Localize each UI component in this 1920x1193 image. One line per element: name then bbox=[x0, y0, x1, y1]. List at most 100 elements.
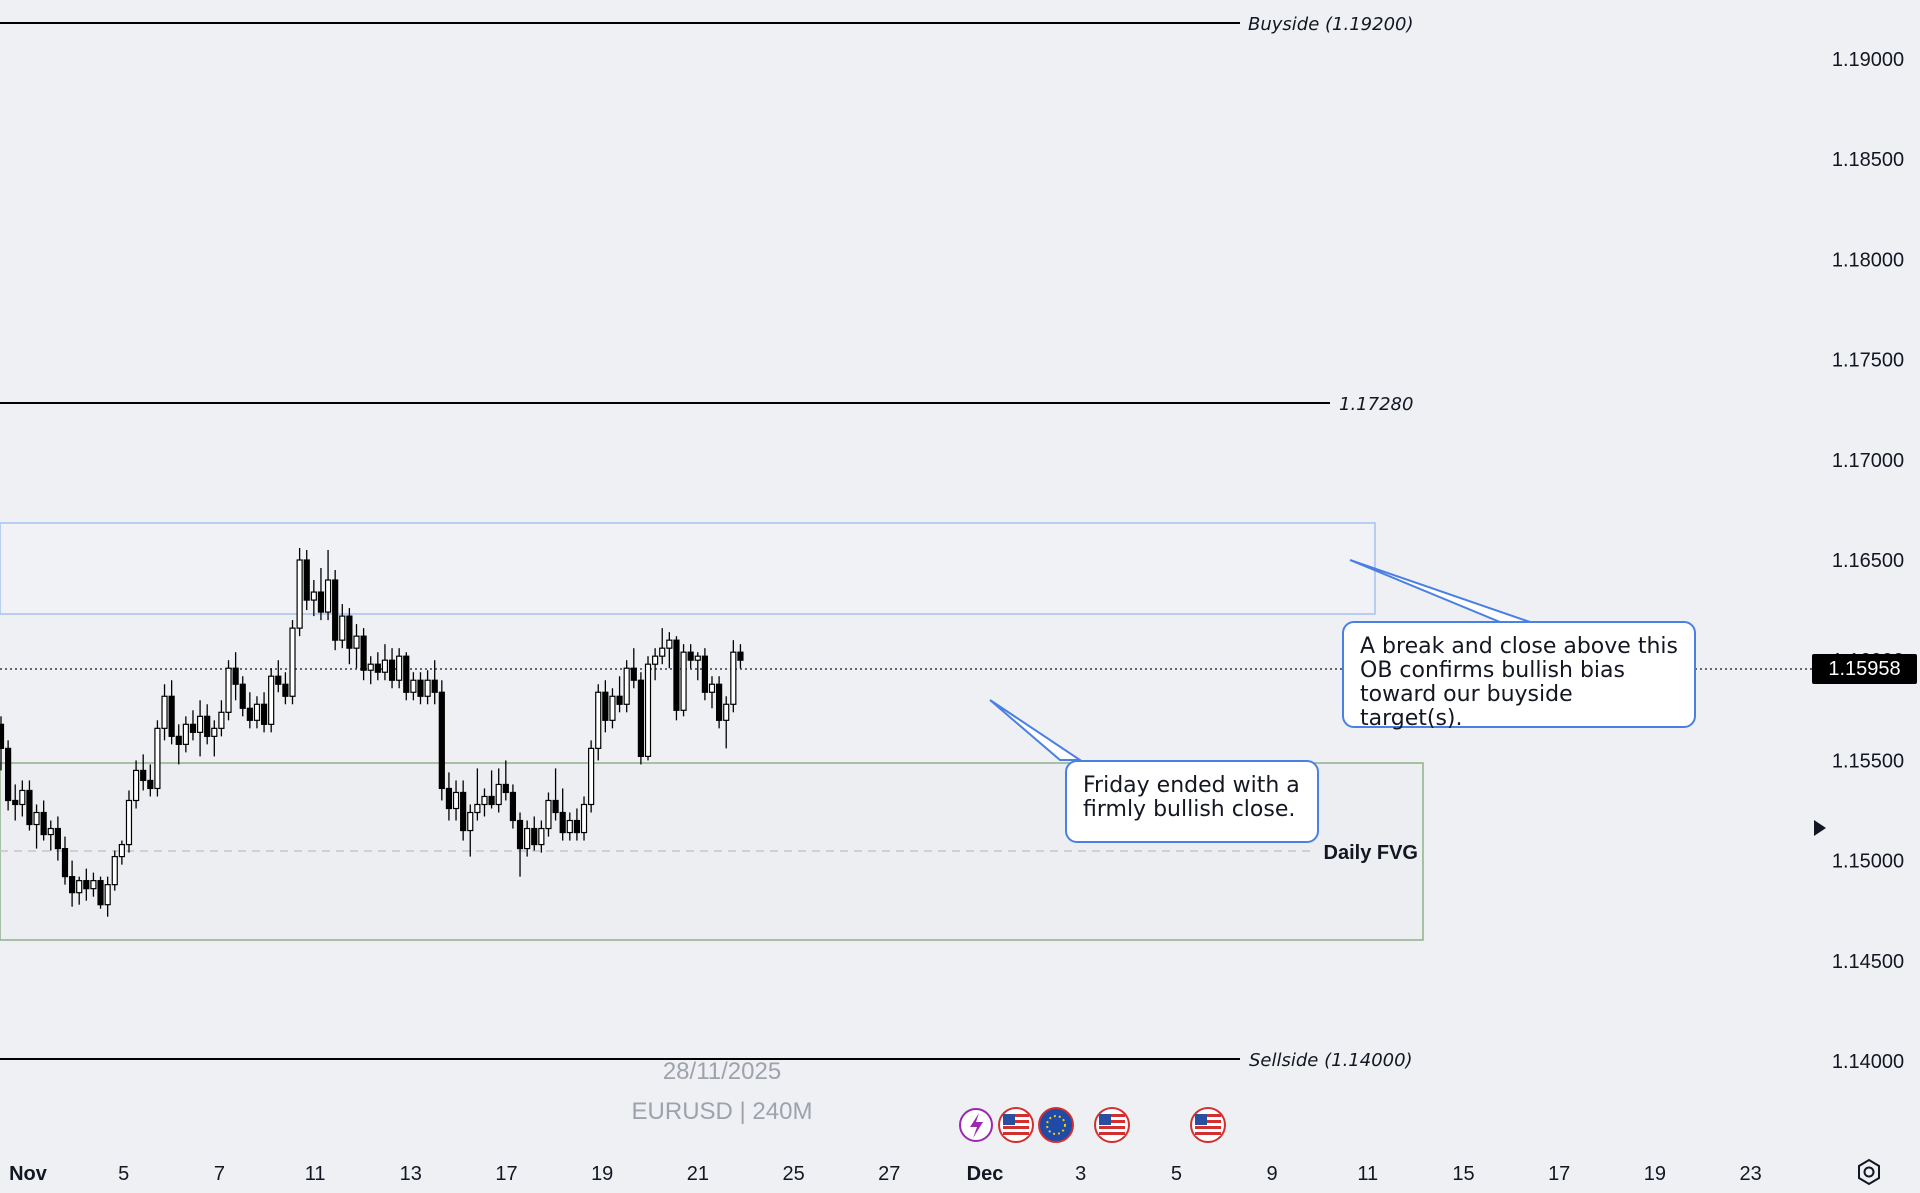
candle bbox=[90, 872, 97, 897]
candle bbox=[125, 790, 133, 853]
time-tick-label: 17 bbox=[1548, 1163, 1570, 1185]
candle bbox=[452, 780, 460, 821]
candle bbox=[339, 604, 346, 649]
price-tick-label: 1.18500 bbox=[1832, 149, 1904, 171]
candle bbox=[524, 820, 531, 857]
us-flag-icon[interactable] bbox=[998, 1107, 1034, 1143]
candle bbox=[346, 608, 353, 665]
candle bbox=[431, 660, 438, 705]
candle bbox=[374, 652, 381, 681]
candle bbox=[396, 648, 403, 689]
price-tick-label: 1.15500 bbox=[1832, 750, 1904, 772]
candle bbox=[111, 850, 118, 891]
lightning-icon[interactable] bbox=[959, 1108, 993, 1142]
candle bbox=[417, 672, 424, 705]
candle bbox=[132, 760, 140, 809]
candle bbox=[310, 580, 317, 617]
candle bbox=[538, 820, 545, 853]
candle bbox=[324, 549, 332, 621]
candle bbox=[360, 628, 367, 681]
candle bbox=[602, 680, 609, 733]
candle bbox=[566, 812, 573, 841]
friday-callout[interactable]: Friday ended with a firmly bullish close… bbox=[1065, 760, 1319, 843]
ob-callout-pointer bbox=[1349, 559, 1531, 623]
candle bbox=[19, 780, 26, 817]
candle bbox=[296, 547, 303, 637]
sellside-level-label: Sellside (1.14000) bbox=[1249, 1050, 1413, 1071]
mid-level-label: 1.17280 bbox=[1339, 394, 1413, 415]
candle bbox=[502, 760, 509, 801]
time-tick-label: 9 bbox=[1267, 1163, 1278, 1185]
time-tick-label: 23 bbox=[1739, 1163, 1761, 1185]
candle bbox=[47, 820, 54, 851]
candle bbox=[218, 700, 225, 737]
candle bbox=[5, 740, 12, 811]
candle bbox=[196, 700, 204, 757]
candle bbox=[680, 644, 687, 717]
candle bbox=[232, 652, 239, 701]
candle bbox=[723, 696, 730, 749]
current-price-tag[interactable]: 1.15958 bbox=[1812, 654, 1917, 684]
fvg-label: Daily FVG bbox=[1324, 842, 1418, 864]
time-tick-label: 19 bbox=[591, 1163, 613, 1185]
us-flag-icon[interactable] bbox=[1190, 1107, 1226, 1143]
time-tick-label: 21 bbox=[687, 1163, 709, 1185]
candle bbox=[182, 716, 189, 753]
candle bbox=[687, 644, 694, 669]
time-tick-label: 7 bbox=[214, 1163, 225, 1185]
price-tick-label: 1.18000 bbox=[1832, 249, 1904, 271]
candle bbox=[367, 656, 374, 685]
watermark-date: 28/11/2025 bbox=[662, 1058, 782, 1085]
time-tick-label: 19 bbox=[1644, 1163, 1666, 1185]
time-tick-label: 5 bbox=[118, 1163, 129, 1185]
candle bbox=[33, 804, 40, 849]
price-tick-label: 1.14500 bbox=[1832, 951, 1904, 973]
ob-callout[interactable]: A break and close above this OB confirms… bbox=[1342, 621, 1696, 731]
candle bbox=[630, 648, 637, 689]
candle bbox=[189, 710, 197, 741]
candle bbox=[424, 670, 431, 705]
us-flag-icon[interactable] bbox=[1094, 1107, 1130, 1143]
candle bbox=[246, 692, 253, 729]
candle bbox=[509, 784, 517, 829]
price-tick-label: 1.17000 bbox=[1832, 450, 1904, 472]
candle bbox=[61, 836, 69, 885]
candle bbox=[154, 720, 161, 797]
candle bbox=[118, 840, 125, 865]
candle bbox=[652, 648, 659, 681]
candle bbox=[260, 692, 268, 733]
time-tick-label: 5 bbox=[1171, 1163, 1182, 1185]
candle bbox=[694, 652, 701, 681]
eu-flag-icon[interactable] bbox=[1038, 1107, 1074, 1143]
time-tick-label: 11 bbox=[305, 1163, 326, 1185]
candle bbox=[0, 716, 5, 771]
time-tick-label: 25 bbox=[782, 1163, 804, 1185]
candle bbox=[708, 676, 716, 709]
candle bbox=[353, 624, 360, 669]
price-tick-label: 1.16500 bbox=[1832, 550, 1904, 572]
candle bbox=[488, 770, 495, 809]
price-axis-arrow[interactable] bbox=[1814, 820, 1826, 836]
candle bbox=[275, 660, 282, 693]
price-tick-label: 1.17500 bbox=[1832, 350, 1904, 372]
candle bbox=[637, 672, 645, 765]
events-row[interactable] bbox=[959, 1107, 1226, 1143]
candle bbox=[445, 772, 453, 821]
time-tick-label: 13 bbox=[400, 1163, 422, 1185]
candle bbox=[83, 868, 90, 901]
candle bbox=[666, 632, 673, 669]
candle bbox=[253, 696, 261, 729]
candle bbox=[403, 652, 410, 701]
candle bbox=[282, 672, 289, 705]
candle bbox=[616, 676, 623, 713]
price-axis[interactable]: 1.19000 1.18500 1.18000 1.17500 1.17000 1.165… bbox=[1832, 49, 1904, 1073]
candle bbox=[410, 672, 417, 701]
time-axis[interactable]: Nov 5 7 11 13 17 19 21 25 27 Dec 3 5 9 11 15 17 19 23 bbox=[9, 1163, 1762, 1185]
buyside-level-label: Buyside (1.19200) bbox=[1248, 14, 1414, 35]
candle bbox=[147, 764, 154, 797]
friday-callout-pointer bbox=[989, 699, 1084, 761]
candle bbox=[104, 876, 111, 917]
time-tick-label: 27 bbox=[878, 1163, 900, 1185]
settings-gear-icon[interactable] bbox=[1855, 1158, 1883, 1186]
